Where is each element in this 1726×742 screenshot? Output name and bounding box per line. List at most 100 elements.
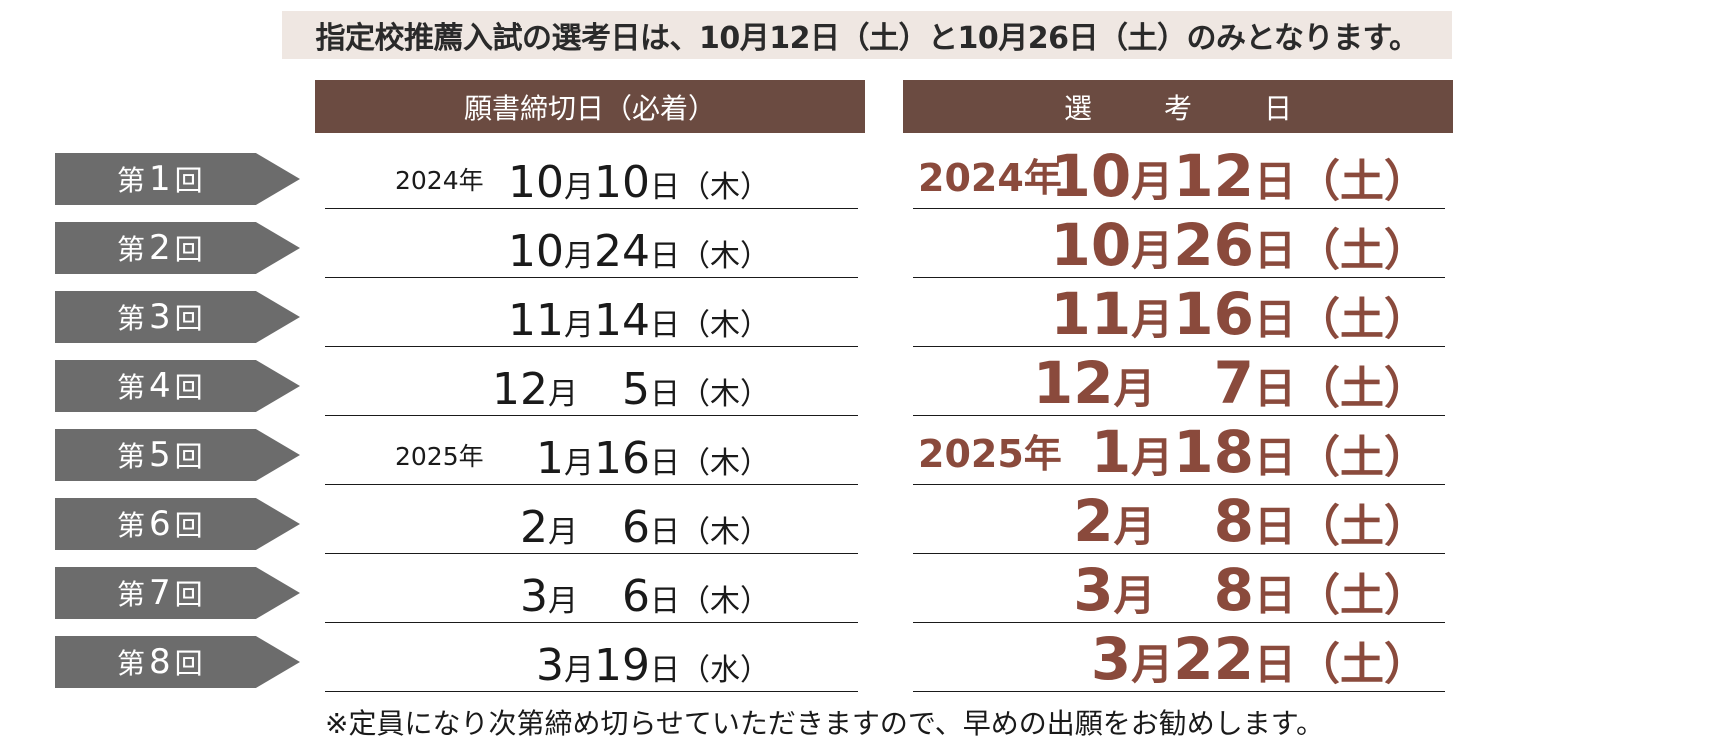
day-unit: 日 (650, 446, 680, 481)
day-unit: 日 (1253, 502, 1296, 551)
exam-date: 3月 8日（土） (1073, 561, 1428, 619)
exam-weekday: （土） (1296, 156, 1428, 207)
deadline-weekday: （水） (680, 653, 770, 688)
round-prefix: 第 (117, 164, 146, 197)
month-unit: 月 (1131, 433, 1174, 482)
deadline-day: 6 (578, 502, 650, 553)
deadline-row-divider (325, 553, 858, 554)
deadline-day: 19 (594, 640, 650, 691)
deadline-date: 10月10日（木） (508, 161, 770, 205)
exam-row-divider (913, 553, 1445, 554)
day-unit: 日 (1253, 295, 1296, 344)
exam-day: 16 (1173, 280, 1254, 348)
schedule-row: 第 5 回 2025年 1月16日（木） 2025年 1月18日（土） (0, 416, 1726, 485)
month-unit: 月 (564, 446, 594, 481)
exam-date: 10月26日（土） (1051, 216, 1428, 274)
deadline-day: 10 (594, 157, 650, 208)
deadline-row-divider (325, 208, 858, 209)
round-number: 8 (149, 642, 171, 682)
deadline-month: 1 (536, 433, 564, 484)
round-number: 6 (149, 504, 171, 544)
deadline-row-divider (325, 691, 858, 692)
exam-row-divider (913, 415, 1445, 416)
footnote: ※定員になり次第締め切らせていただきますので、早めの出願をお勧めします。 (325, 707, 1324, 740)
day-unit: 日 (1253, 157, 1296, 206)
round-suffix: 回 (174, 233, 203, 266)
deadline-row-divider (325, 346, 858, 347)
round-suffix: 回 (174, 440, 203, 473)
exam-row-divider (913, 622, 1445, 623)
month-unit: 月 (1113, 571, 1156, 620)
deadline-month: 12 (492, 364, 548, 415)
exam-day: 8 (1155, 487, 1254, 555)
deadline-date: 12月 5日（木） (492, 368, 770, 412)
month-unit: 月 (564, 239, 594, 274)
day-unit: 日 (1253, 226, 1296, 275)
deadline-month: 2 (520, 502, 548, 553)
exam-day: 7 (1155, 349, 1254, 417)
round-prefix: 第 (117, 440, 146, 473)
round-number: 2 (149, 228, 171, 268)
day-unit: 日 (1253, 640, 1296, 689)
exam-day: 12 (1173, 142, 1254, 210)
round-number: 1 (149, 159, 171, 199)
day-unit: 日 (650, 308, 680, 343)
day-unit: 日 (650, 515, 680, 550)
exam-month: 2 (1073, 487, 1114, 555)
schedule-row: 第 4 回 12月 5日（木） 12月 7日（土） (0, 347, 1726, 416)
exam-date: 11月16日（土） (1051, 285, 1428, 343)
day-unit: 日 (650, 239, 680, 274)
exam-weekday: （土） (1296, 363, 1428, 414)
day-unit: 日 (1253, 433, 1296, 482)
deadline-weekday: （木） (680, 239, 770, 274)
month-unit: 月 (1131, 640, 1174, 689)
day-unit: 日 (650, 377, 680, 412)
schedule-row: 第 7 回 3月 6日（木） 3月 8日（土） (0, 554, 1726, 623)
exam-month: 11 (1050, 280, 1132, 348)
deadline-month: 3 (520, 571, 548, 622)
round-suffix: 回 (174, 578, 203, 611)
deadline-month: 3 (536, 640, 564, 691)
exam-month: 10 (1050, 142, 1132, 210)
deadline-row-divider (325, 277, 858, 278)
deadline-weekday: （木） (680, 170, 770, 205)
month-unit: 月 (1131, 157, 1174, 206)
deadline-date: 3月19日（水） (536, 644, 770, 688)
deadline-row-divider (325, 622, 858, 623)
exam-row-divider (913, 484, 1445, 485)
round-suffix: 回 (174, 164, 203, 197)
exam-month: 10 (1050, 211, 1132, 279)
deadline-month: 10 (508, 157, 564, 208)
round-number: 4 (149, 366, 171, 406)
round-prefix: 第 (117, 233, 146, 266)
deadline-date: 2月 6日（木） (520, 506, 770, 550)
month-unit: 月 (1113, 364, 1156, 413)
exam-row-divider (913, 691, 1445, 692)
exam-date: 2月 8日（土） (1073, 492, 1428, 550)
exam-day: 8 (1155, 556, 1254, 624)
exam-day: 18 (1173, 418, 1254, 486)
deadline-column-header: 願書締切日（必着） (315, 80, 865, 133)
exam-date: 10月12日（土） (1051, 147, 1428, 205)
notice-banner: 指定校推薦入試の選考日は、10月12日（土）と10月26日（土）のみとなります。 (282, 11, 1452, 59)
schedule-row: 第 3 回 11月14日（木） 11月16日（土） (0, 278, 1726, 347)
exam-column-header: 選 考 日 (903, 80, 1453, 133)
exam-weekday: （土） (1296, 639, 1428, 690)
schedule-row: 第 8 回 3月19日（水） 3月22日（土） (0, 623, 1726, 692)
exam-date: 1月18日（土） (1091, 423, 1428, 481)
deadline-weekday: （木） (680, 584, 770, 619)
round-prefix: 第 (117, 302, 146, 335)
deadline-weekday: （木） (680, 377, 770, 412)
month-unit: 月 (1131, 295, 1174, 344)
deadline-date: 11月14日（木） (508, 299, 770, 343)
schedule-row: 第 1 回 2024年 10月10日（木） 2024年 10月12日（土） (0, 140, 1726, 209)
deadline-date: 3月 6日（木） (520, 575, 770, 619)
deadline-month: 11 (508, 295, 564, 346)
month-unit: 月 (564, 653, 594, 688)
day-unit: 日 (650, 653, 680, 688)
